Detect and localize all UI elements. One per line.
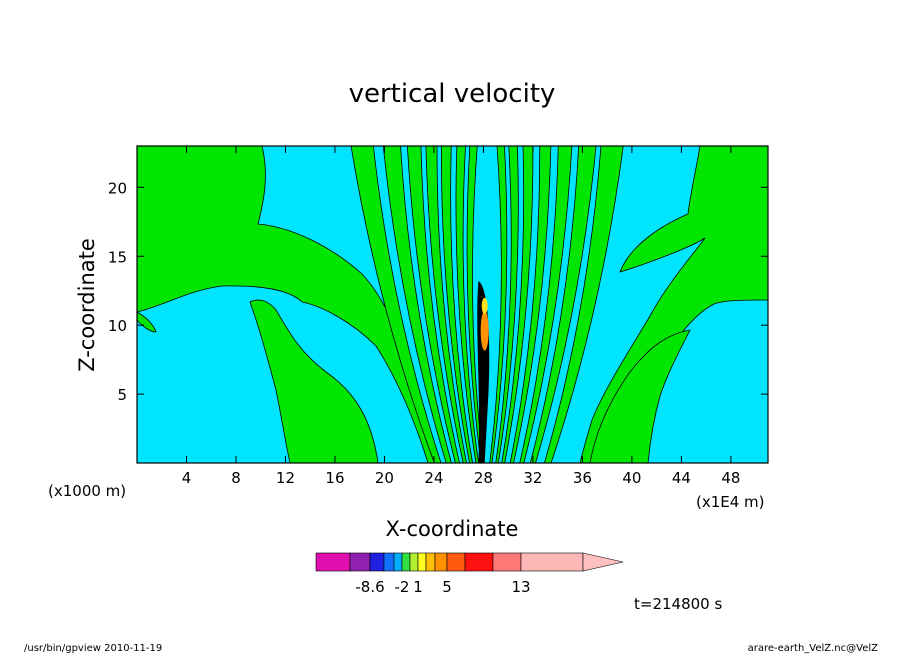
velocity-stripe — [466, 146, 484, 463]
band-left-lower — [249, 299, 379, 463]
colorbar-box — [520, 552, 584, 572]
velocity-stripe — [509, 146, 552, 463]
footer-right: arare-earth_VelZ.nc@VelZ — [748, 643, 879, 654]
y-tick-label: 15 — [108, 248, 127, 266]
x-axis-label: X-coordinate — [386, 517, 519, 541]
velocity-stripe — [382, 146, 452, 463]
velocity-stripe — [489, 146, 508, 463]
x-tick-label: 44 — [672, 469, 691, 487]
velocity-stripe — [501, 146, 534, 463]
x-tick-label: 4 — [182, 469, 192, 487]
plot-area — [136, 145, 769, 464]
plot-frame — [136, 145, 769, 464]
velocity-stripe — [425, 146, 467, 463]
y-axis-label: Z-coordinate — [75, 238, 99, 372]
colorbar-box — [446, 552, 466, 572]
footer-left: /usr/bin/gpview 2010-11-19 — [24, 643, 162, 654]
colorbar-label: 5 — [442, 578, 452, 596]
colorbar-box — [409, 552, 419, 572]
x-unit-right: (x1E4 m) — [696, 493, 765, 511]
colorbar-box — [434, 552, 448, 572]
band-left-small-blob — [137, 311, 157, 333]
x-tick-label: 40 — [622, 469, 641, 487]
y-tick-label: 10 — [108, 317, 127, 335]
colorbar-arrow — [582, 552, 624, 572]
colorbar: -8.6 -2 1 5 13 — [315, 552, 624, 596]
x-tick-label: 28 — [474, 469, 493, 487]
colorbar-label: -8.6 — [355, 578, 384, 596]
colorbar-label: 13 — [511, 578, 530, 596]
velocity-stripe — [455, 146, 479, 463]
x-unit-left: (x1000 m) — [48, 482, 126, 500]
updraft-core — [480, 310, 489, 351]
x-tick-label: 20 — [375, 469, 394, 487]
velocity-stripe — [519, 146, 573, 463]
x-tick-label: 24 — [424, 469, 443, 487]
x-tick-label: 8 — [231, 469, 241, 487]
x-tick-label: 16 — [325, 469, 344, 487]
velocity-stripe — [529, 146, 597, 463]
velocity-stripe — [406, 146, 460, 463]
colorbar-box — [315, 552, 351, 572]
band-left-large — [137, 146, 439, 463]
colorbar-box — [369, 552, 385, 572]
time-label: t=214800 s — [634, 595, 722, 613]
contour-fields — [137, 146, 768, 463]
y-tick-label: 20 — [108, 179, 127, 197]
colorbar-box — [393, 552, 403, 572]
x-tick-label: 12 — [276, 469, 295, 487]
x-tick-label: 48 — [721, 469, 740, 487]
chart-title: vertical velocity — [349, 79, 556, 109]
x-tick-label: 32 — [523, 469, 542, 487]
y-tick-label: 5 — [117, 386, 127, 404]
colorbar-box — [492, 552, 522, 572]
colorbar-box — [417, 552, 427, 572]
stripe-layer — [350, 146, 624, 463]
colorbar-box — [464, 552, 494, 572]
updraft-core-peak — [481, 297, 488, 314]
colorbar-box — [425, 552, 436, 572]
velocity-stripe — [495, 146, 519, 463]
colorbar-box — [401, 552, 411, 572]
colorbar-label: -2 — [395, 578, 410, 596]
velocity-stripe — [440, 146, 473, 463]
colorbar-label: 1 — [413, 578, 423, 596]
colorbar-box — [349, 552, 371, 572]
colorbar-box — [383, 552, 395, 572]
x-tick-label: 36 — [573, 469, 592, 487]
velocity-stripe — [350, 146, 442, 463]
